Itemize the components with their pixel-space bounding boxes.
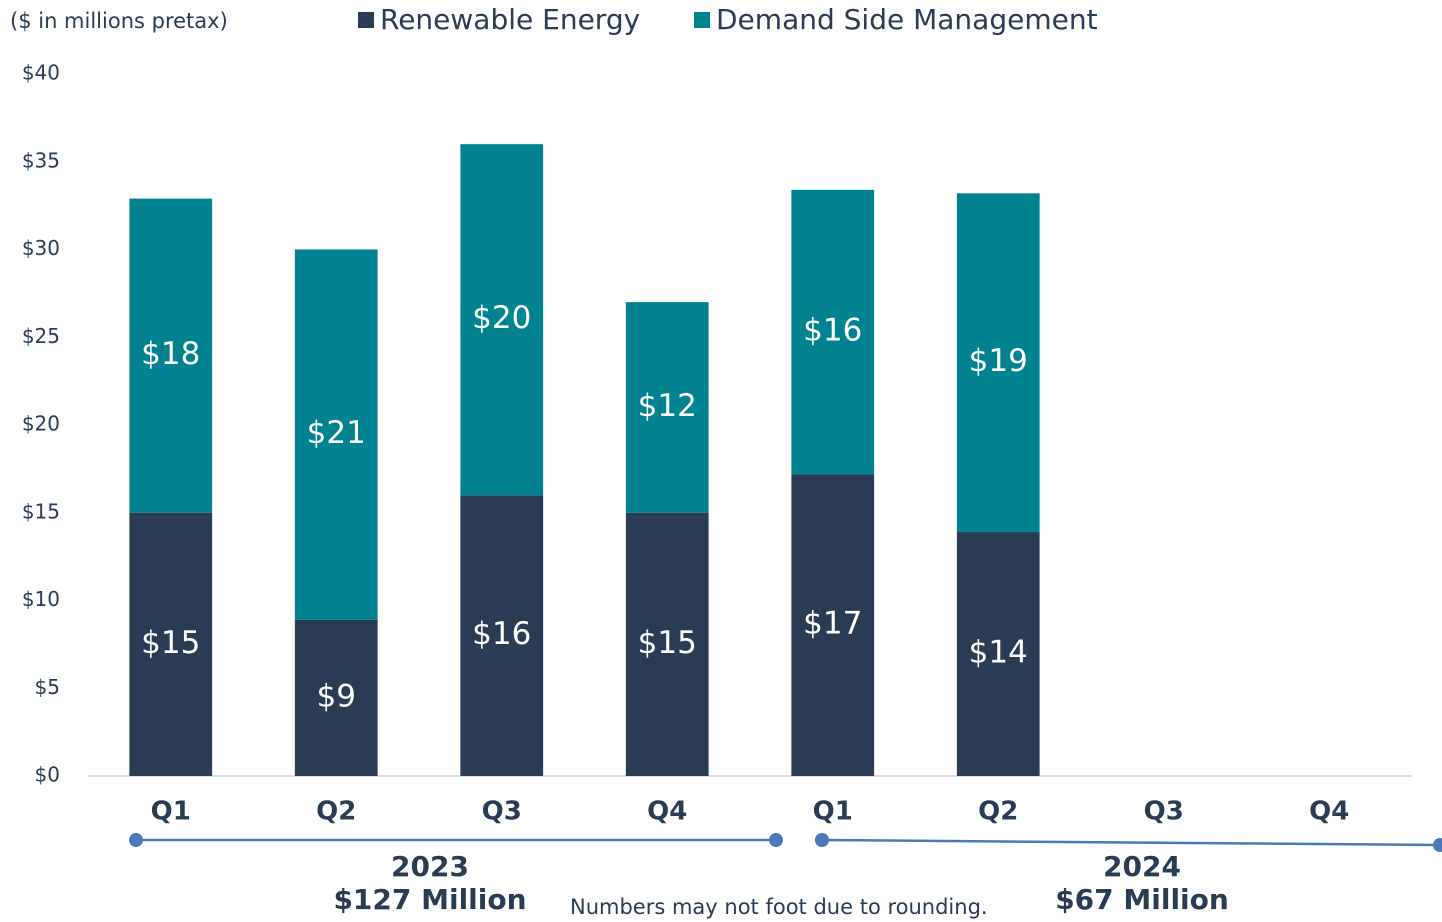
x-tick-label: Q1 — [813, 797, 853, 827]
y-tick-label: $20 — [22, 412, 60, 436]
bar-segment — [129, 198, 213, 513]
data-label: $17 — [803, 606, 862, 642]
data-label: $12 — [638, 388, 697, 424]
group-dot — [1433, 838, 1442, 852]
bar-segment — [791, 474, 875, 776]
y-tick-label: $40 — [22, 61, 60, 85]
y-tick-label: $5 — [35, 675, 60, 699]
legend-label: Demand Side Management — [716, 3, 1098, 36]
bar-segment — [460, 144, 544, 496]
x-tick-label: Q1 — [151, 797, 191, 827]
group-dot — [815, 833, 829, 847]
y-tick-label: $25 — [22, 324, 60, 348]
x-tick-label: Q2 — [316, 797, 356, 827]
group-label: 2024 — [1103, 850, 1181, 883]
legend-label: Renewable Energy — [380, 3, 640, 36]
group-dot — [129, 833, 143, 847]
group-dot — [769, 833, 783, 847]
bar-segment — [460, 495, 544, 776]
group-line — [821, 838, 1441, 847]
x-tick-label: Q2 — [978, 797, 1018, 827]
note: Numbers may not foot due to rounding. — [570, 895, 988, 919]
bar-segment — [294, 619, 378, 776]
bar-segment — [129, 512, 213, 776]
data-label: $9 — [317, 678, 356, 714]
data-label: $16 — [472, 616, 531, 652]
bar-segment — [294, 249, 378, 620]
subtitle: ($ in millions pretax) — [10, 9, 228, 33]
data-label: $19 — [969, 343, 1028, 379]
x-tick-label: Q3 — [1144, 797, 1184, 827]
group-total: $127 Million — [333, 883, 526, 916]
legend-swatch — [358, 12, 374, 28]
data-label: $14 — [969, 635, 1028, 671]
data-label: $21 — [307, 415, 366, 451]
data-label: $15 — [141, 625, 200, 661]
data-label: $18 — [141, 336, 200, 372]
group-total: $67 Million — [1055, 883, 1229, 916]
bar-segment — [956, 532, 1040, 776]
bar-segment — [956, 193, 1040, 533]
data-label: $15 — [638, 625, 697, 661]
x-tick-label: Q3 — [482, 797, 522, 827]
y-tick-label: $10 — [22, 587, 60, 611]
data-label: $16 — [803, 312, 862, 348]
data-label: $20 — [472, 300, 531, 336]
y-tick-label: $15 — [22, 499, 60, 523]
bar-segment — [625, 302, 709, 513]
bar-segment — [625, 512, 709, 776]
y-tick-label: $35 — [22, 148, 60, 172]
bar-segment — [791, 189, 875, 475]
group-label: 2023 — [391, 850, 469, 883]
legend-swatch — [694, 12, 710, 28]
y-tick-label: $30 — [22, 236, 60, 260]
x-tick-label: Q4 — [647, 797, 687, 827]
x-tick-label: Q4 — [1309, 797, 1349, 827]
y-tick-label: $0 — [35, 763, 60, 787]
